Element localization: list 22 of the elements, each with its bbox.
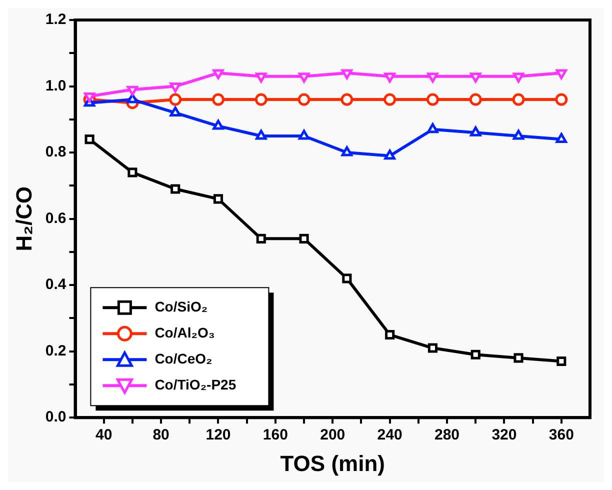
legend-label: Co/TiO₂-P25	[154, 376, 236, 393]
x-axis-title: TOS (min)	[280, 450, 385, 476]
x-tick-label: 160	[262, 426, 288, 444]
y-tick-label: 0.0	[45, 408, 66, 426]
legend-label: Co/CeO₂	[154, 350, 212, 367]
y-tick-label: 1.2	[45, 11, 66, 28]
y-tick-label: 1.0	[45, 77, 66, 94]
x-tick-label: 360	[548, 426, 574, 444]
x-tick-label: 80	[152, 426, 170, 444]
x-tick-label: 280	[434, 426, 460, 444]
legend-label: Co/SiO₂	[154, 298, 208, 315]
x-tick-label: 120	[206, 426, 231, 444]
y-tick-label: 0.8	[45, 144, 66, 161]
legend-label: Co/Al₂O₃	[154, 324, 215, 341]
y-tick-label: 0.2	[45, 342, 66, 360]
x-tick-label: 240	[377, 426, 402, 444]
x-tick-label: 320	[492, 426, 517, 444]
y-axis-title: H₂/CO	[11, 186, 36, 252]
x-tick-label: 40	[96, 426, 112, 444]
y-tick-label: 0.4	[45, 276, 67, 294]
x-tick-label: 200	[320, 426, 346, 444]
y-tick-label: 0.6	[45, 210, 66, 227]
